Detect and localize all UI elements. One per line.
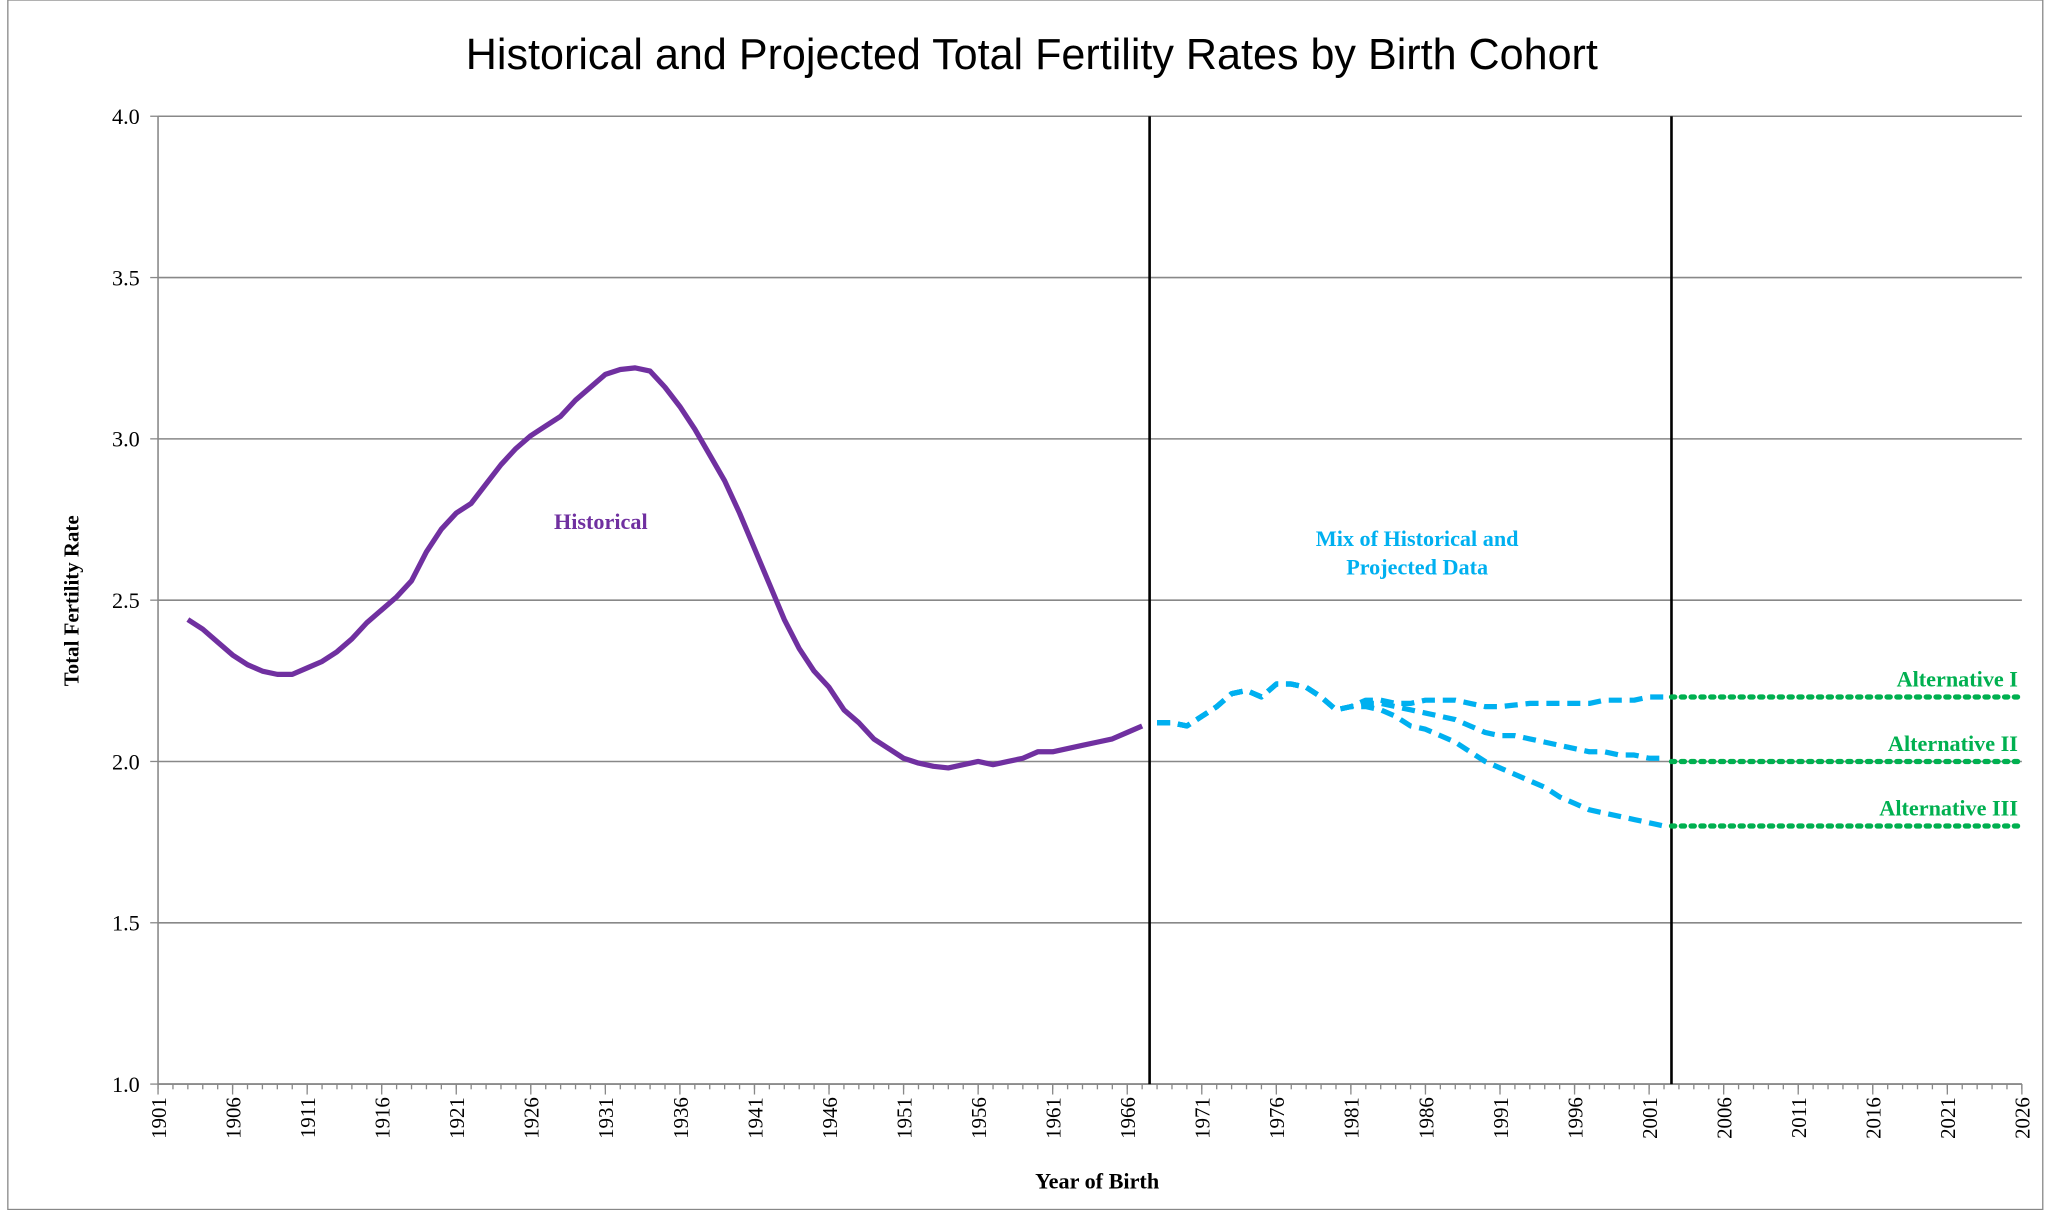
x-tick-label: 1941	[743, 1097, 767, 1139]
y-tick-label: 1.5	[112, 911, 140, 936]
x-tick-label: 1961	[1042, 1097, 1066, 1139]
annotation: Historical	[554, 509, 648, 534]
x-tick-label: 1956	[967, 1097, 991, 1139]
x-tick-label: 1931	[594, 1097, 618, 1139]
x-tick-label: 1951	[892, 1097, 916, 1139]
y-axis-label: Total Fertility Rate	[59, 515, 83, 686]
x-tick-label: 1976	[1265, 1097, 1289, 1139]
series-label: Alternative II	[1888, 731, 2018, 756]
x-tick-label: 2021	[1936, 1097, 1960, 1139]
x-tick-label: 1981	[1340, 1097, 1364, 1139]
x-tick-label: 1971	[1191, 1097, 1215, 1139]
x-tick-label: 2026	[2011, 1097, 2035, 1139]
x-tick-label: 2011	[1787, 1097, 1811, 1138]
x-tick-label: 1901	[147, 1097, 171, 1139]
line-series	[186, 365, 1144, 771]
x-tick-label: 1916	[371, 1097, 395, 1139]
y-tick-label: 3.5	[112, 265, 140, 290]
series-label: Alternative III	[1879, 796, 2018, 821]
y-tick-label: 2.0	[112, 749, 140, 774]
annotation: Projected Data	[1346, 555, 1488, 580]
x-tick-label: 1996	[1563, 1097, 1587, 1139]
annotation: Mix of Historical and	[1316, 526, 1519, 551]
y-tick-label: 2.5	[112, 588, 140, 613]
series-label: Alternative I	[1897, 667, 2018, 692]
x-tick-label: 1986	[1414, 1097, 1438, 1139]
x-tick-label: 1926	[520, 1097, 544, 1139]
y-tick-label: 4.0	[112, 104, 140, 129]
y-tick-label: 1.0	[112, 1072, 140, 1097]
x-tick-label: 1966	[1116, 1097, 1140, 1139]
x-tick-label: 1991	[1489, 1097, 1513, 1139]
chart-title: Historical and Projected Total Fertility…	[466, 31, 1598, 79]
x-tick-label: 1906	[221, 1097, 245, 1139]
y-tick-label: 3.0	[112, 427, 140, 452]
x-tick-label: 1946	[818, 1097, 842, 1139]
line-series	[1157, 681, 1665, 829]
x-tick-label: 2001	[1638, 1097, 1662, 1139]
x-tick-label: 1911	[296, 1097, 320, 1138]
x-tick-label: 1921	[445, 1097, 469, 1139]
x-tick-label: 2006	[1713, 1097, 1737, 1139]
x-axis-label: Year of Birth	[1035, 1169, 1159, 1194]
x-tick-label: 2016	[1862, 1097, 1886, 1139]
x-tick-label: 1936	[669, 1097, 693, 1139]
chart-border	[7, 0, 2044, 1210]
